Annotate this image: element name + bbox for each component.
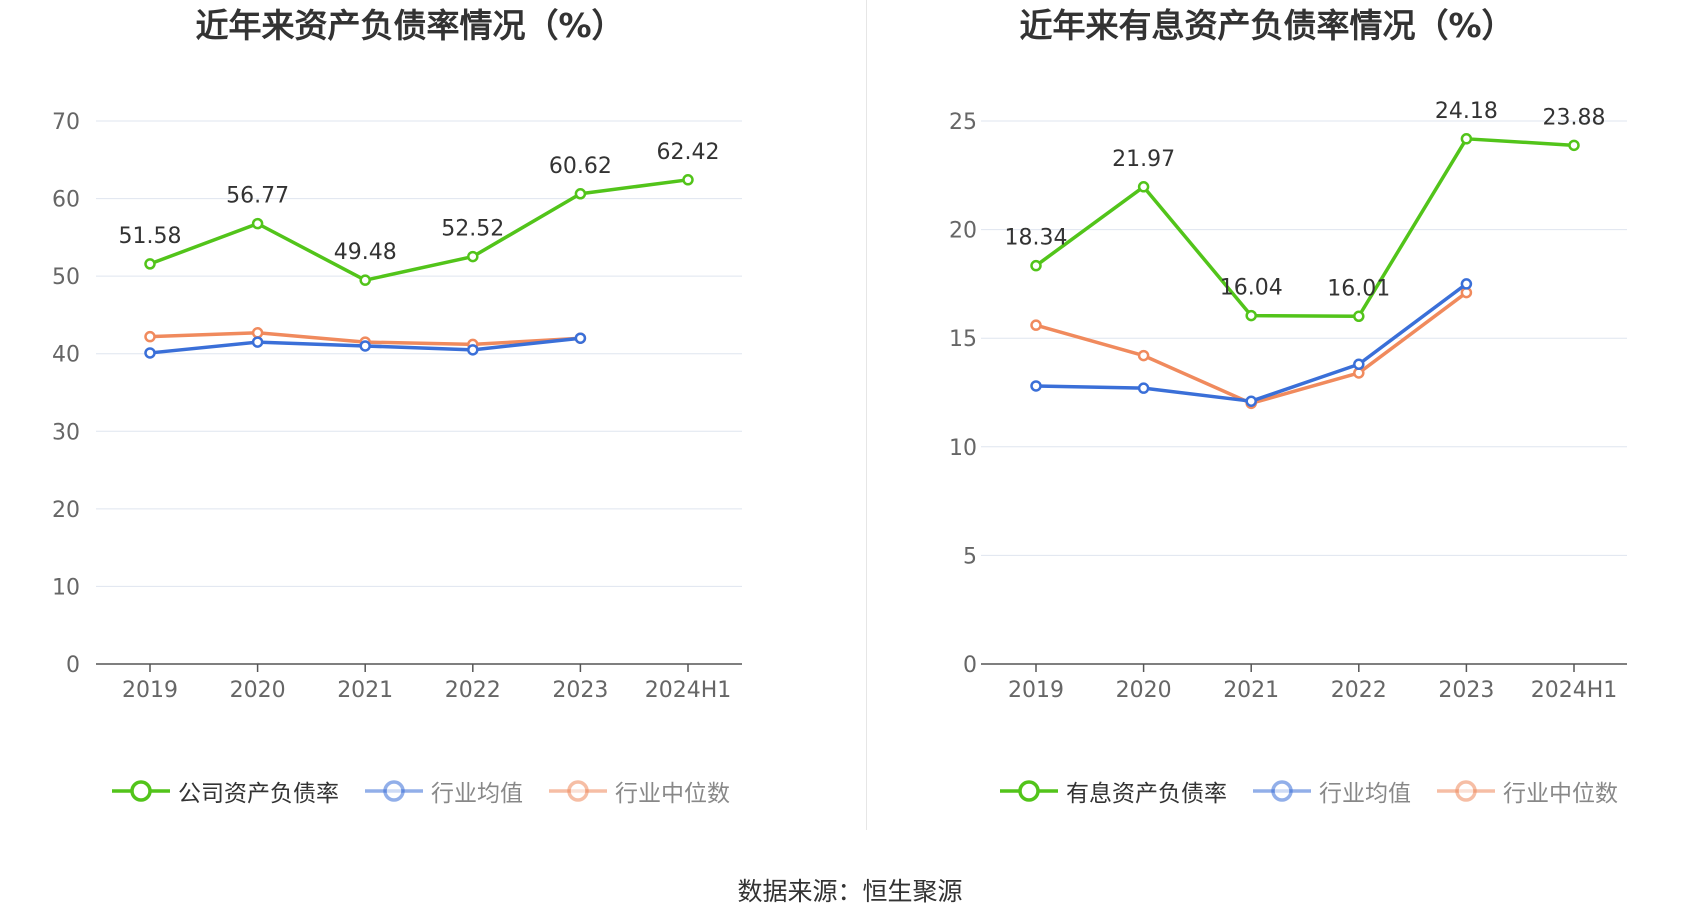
data-point xyxy=(251,217,264,230)
data-point xyxy=(467,344,479,356)
chart-panel-left: 近年来资产负债率情况（%） 0 10 20 30 40 50 60 70 2019 2020 2021… xyxy=(0,0,866,830)
data-label: 52.52 xyxy=(441,217,504,242)
series-line xyxy=(1034,137,1575,319)
y-tick-label: 50 xyxy=(52,265,80,290)
data-point xyxy=(1137,349,1150,362)
data-point xyxy=(359,274,371,286)
data-point xyxy=(144,258,156,270)
chart-left-svg: 近年来资产负债率情况（%） 0 10 20 30 40 50 60 70 2019 2020 2021… xyxy=(52,6,742,703)
data-point xyxy=(1353,310,1365,323)
legend-label: 公司资产负债率 xyxy=(178,781,339,807)
data-point xyxy=(144,330,156,343)
data-point xyxy=(1245,395,1257,407)
data-point xyxy=(1137,181,1150,193)
data-point xyxy=(1030,259,1042,272)
data-point xyxy=(1137,382,1150,394)
data-label: 62.42 xyxy=(657,140,720,165)
y-tick-label: 15 xyxy=(949,327,977,352)
legend-left: 公司资产负债率 行业均值 行业中位数 xyxy=(112,774,756,808)
data-point xyxy=(144,347,156,359)
legend-label: 行业均值 xyxy=(431,781,523,807)
legend-line-icon xyxy=(549,780,607,802)
legend-item[interactable]: 有息资产负债率 xyxy=(1000,774,1227,808)
legend-line-icon xyxy=(112,780,170,802)
data-point xyxy=(251,336,264,348)
legend-item[interactable]: 行业均值 xyxy=(1253,774,1411,808)
data-point xyxy=(1460,278,1473,290)
x-tick-label: 2021 xyxy=(337,678,393,703)
data-label: 60.62 xyxy=(549,154,612,179)
data-point xyxy=(1030,319,1042,331)
data-point xyxy=(1030,380,1042,392)
y-tick-label: 20 xyxy=(52,498,80,523)
x-tick-label: 2020 xyxy=(1116,678,1172,703)
data-point xyxy=(1460,133,1473,145)
data-label: 21.97 xyxy=(1112,147,1175,172)
y-tick-label: 20 xyxy=(949,219,977,244)
y-tick-label: 25 xyxy=(949,110,977,135)
y-tick-label: 0 xyxy=(66,653,80,678)
legend-line-icon xyxy=(1000,780,1058,802)
legend-right: 有息资产负债率 行业均值 行业中位数 xyxy=(1000,774,1644,808)
x-tick-label: 2020 xyxy=(230,678,286,703)
y-tick-label: 40 xyxy=(52,343,80,368)
y-tick-label: 70 xyxy=(52,110,80,135)
data-point xyxy=(682,174,694,186)
x-tick-label: 2022 xyxy=(445,678,501,703)
data-point xyxy=(574,188,587,200)
data-source-label: 数据来源：恒生聚源 xyxy=(737,877,963,906)
data-label: 18.34 xyxy=(1005,226,1068,251)
x-tick-label: 2023 xyxy=(1438,678,1494,703)
data-point xyxy=(467,250,479,263)
data-label: 16.04 xyxy=(1220,276,1283,301)
data-point xyxy=(251,327,264,339)
data-label: 51.58 xyxy=(119,224,182,249)
legend-label: 行业中位数 xyxy=(1503,781,1618,807)
data-label: 23.88 xyxy=(1543,105,1606,130)
legend-label: 行业中位数 xyxy=(615,781,730,807)
data-point xyxy=(1353,358,1365,371)
data-label: 56.77 xyxy=(226,184,289,209)
x-tick-label: 2019 xyxy=(122,678,178,703)
chart-panel-right: 近年来有息资产负债率情况（%） 0 5 10 15 20 25 2019 2020 2021 202… xyxy=(867,0,1700,830)
x-tick-label: 2019 xyxy=(1008,678,1064,703)
y-tick-label: 30 xyxy=(52,420,80,445)
legend-item[interactable]: 行业中位数 xyxy=(549,774,730,808)
x-tick-label: 2021 xyxy=(1223,678,1279,703)
x-tick-label: 2022 xyxy=(1331,678,1387,703)
data-label: 49.48 xyxy=(334,240,397,265)
x-tick-label: 2024H1 xyxy=(1531,678,1618,703)
data-point xyxy=(574,332,587,344)
chart-title: 近年来有息资产负债率情况（%） xyxy=(1019,6,1514,45)
legend-item[interactable]: 行业均值 xyxy=(365,774,523,808)
legend-line-icon xyxy=(1253,780,1311,802)
legend-line-icon xyxy=(1437,780,1495,802)
y-tick-label: 5 xyxy=(963,544,977,569)
data-point xyxy=(1245,309,1257,322)
x-tick-label: 2024H1 xyxy=(645,678,732,703)
chart-title: 近年来资产负债率情况（%） xyxy=(195,6,624,45)
legend-label: 行业均值 xyxy=(1319,781,1411,807)
data-label: 16.01 xyxy=(1327,276,1390,301)
legend-label: 有息资产负债率 xyxy=(1066,781,1227,807)
x-tick-label: 2023 xyxy=(552,678,608,703)
y-tick-label: 10 xyxy=(949,436,977,461)
legend-item[interactable]: 行业中位数 xyxy=(1437,774,1618,808)
data-label: 24.18 xyxy=(1435,99,1498,124)
data-point xyxy=(359,340,371,352)
legend-line-icon xyxy=(365,780,423,802)
y-tick-label: 60 xyxy=(52,188,80,213)
legend-item[interactable]: 公司资产负债率 xyxy=(112,774,339,808)
y-tick-label: 10 xyxy=(52,575,80,600)
series-line xyxy=(149,178,689,282)
chart-right-svg: 近年来有息资产负债率情况（%） 0 5 10 15 20 25 2019 2020 2021 202… xyxy=(949,6,1627,703)
y-tick-label: 0 xyxy=(963,653,977,678)
panel-divider xyxy=(866,0,867,830)
data-point xyxy=(1568,139,1580,152)
